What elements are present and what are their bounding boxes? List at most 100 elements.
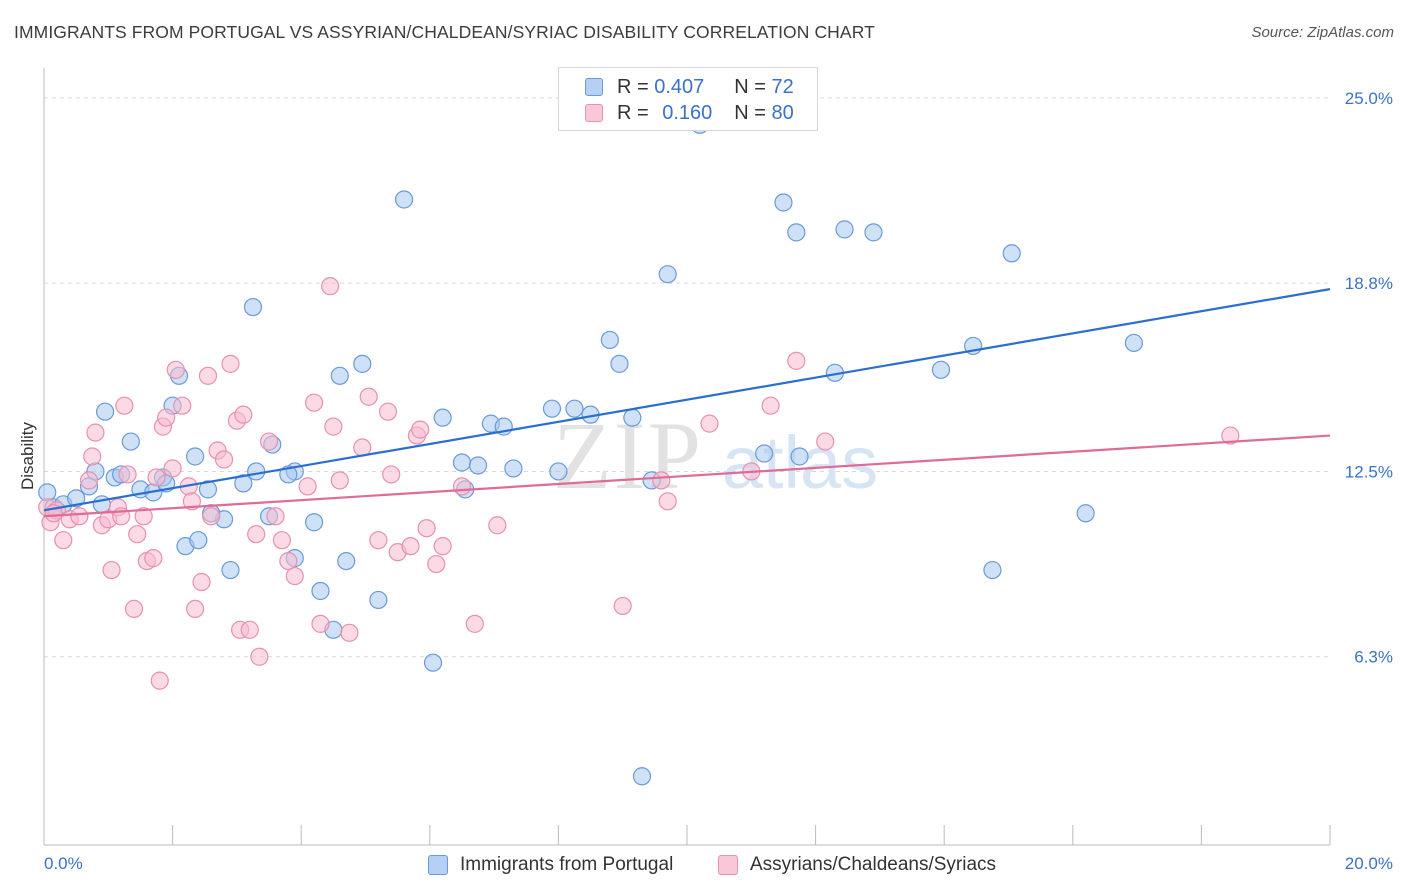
bottom-legend-swatch-assyrian xyxy=(718,855,738,875)
tick-labels: 6.3% 12.5% 18.8% 25.0% 0.0% 20.0% xyxy=(44,89,1393,873)
assyrian-point-75 xyxy=(787,351,806,370)
assyrian-point-69 xyxy=(613,596,632,616)
assyrian-point-62 xyxy=(411,420,430,439)
assyrian-point-17 xyxy=(134,507,153,526)
assyrian-point-50 xyxy=(321,277,340,296)
axes xyxy=(43,68,1331,846)
assyrian-point-42 xyxy=(259,432,279,451)
portugal-point-53 xyxy=(658,265,677,284)
y-tick-label-3: 25.0% xyxy=(1345,89,1393,108)
portugal-point-18 xyxy=(198,480,218,499)
legend-row-assyrian: R = 0.160 N = 80 xyxy=(585,100,794,126)
portugal-point-43 xyxy=(504,459,523,478)
assyrian-point-7 xyxy=(83,447,102,466)
assyrian-point-19 xyxy=(144,549,163,568)
assyrian-point-38 xyxy=(234,405,253,424)
assyrian-point-43 xyxy=(266,507,285,526)
assyrian-point-48 xyxy=(304,393,324,412)
portugal-point-33 xyxy=(353,354,372,373)
assyrian-point-66 xyxy=(452,477,472,496)
legend-n-value-assyrian: 80 xyxy=(771,101,794,124)
portugal-point-45 xyxy=(549,462,568,481)
assyrian-point-63 xyxy=(417,519,436,538)
bottom-legend-label-assyrian: Assyrians/Chaldeans/Syriacs xyxy=(750,854,997,875)
assyrian-point-68 xyxy=(488,516,507,535)
portugal-point-55 xyxy=(755,444,774,463)
assyrian-point-34 xyxy=(214,450,234,469)
assyrian-point-6 xyxy=(79,471,99,490)
portugal-point-17 xyxy=(186,447,205,466)
series-assyrian-points xyxy=(38,277,1240,690)
assyrian-point-23 xyxy=(157,408,176,427)
assyrian-point-67 xyxy=(465,614,484,633)
portugal-point-40 xyxy=(468,456,488,475)
assyrian-point-40 xyxy=(247,525,266,544)
legend-r-label: R = xyxy=(617,75,649,98)
y-tick-label-1: 12.5% xyxy=(1345,462,1393,481)
assyrian-point-74 xyxy=(761,396,780,415)
assyrian-point-21 xyxy=(150,671,169,690)
assyrian-point-41 xyxy=(250,647,269,666)
portugal-point-49 xyxy=(610,354,629,373)
portugal-point-3 xyxy=(67,489,86,508)
portugal-point-66 xyxy=(1076,504,1095,523)
assyrian-point-45 xyxy=(279,551,298,571)
portugal-point-67 xyxy=(1124,333,1143,353)
assyrian-point-71 xyxy=(658,492,677,511)
bottom-legend-swatch-portugal xyxy=(428,855,448,875)
stats-legend: R = 0.407 N = 72 R = 0.160 N = 80 xyxy=(558,67,818,131)
assyrian-point-64 xyxy=(427,554,446,574)
assyrian-point-53 xyxy=(340,623,359,642)
legend-row-portugal: R = 0.407 N = 72 xyxy=(585,74,794,100)
portugal-point-23 xyxy=(247,462,266,481)
assyrian-point-55 xyxy=(359,387,378,406)
bottom-legend-portugal: Immigrants from Portugal xyxy=(428,852,673,878)
portugal-point-64 xyxy=(983,560,1002,580)
portugal-point-57 xyxy=(787,223,806,242)
portugal-point-20 xyxy=(221,560,240,580)
assyrian-point-76 xyxy=(816,432,835,451)
legend-r-label: R = xyxy=(617,101,649,124)
assyrian-point-16 xyxy=(128,525,147,544)
legend-n-label: N = xyxy=(734,75,766,98)
bottom-legend-assyrian: Assyrians/Chaldeans/Syriacs xyxy=(718,852,996,878)
portugal-point-61 xyxy=(864,223,883,242)
assyrian-point-47 xyxy=(298,477,317,496)
assyrian-point-32 xyxy=(202,507,221,526)
assyrian-point-15 xyxy=(124,599,144,619)
portugal-point-46 xyxy=(565,399,584,418)
assyrian-point-29 xyxy=(186,599,205,619)
assyrian-point-46 xyxy=(285,566,304,586)
y-tick-label-2: 18.8% xyxy=(1345,274,1393,293)
portugal-point-34 xyxy=(369,590,388,610)
y-axis-label: Disability xyxy=(18,421,37,490)
assyrian-point-14 xyxy=(118,465,137,484)
assyrian-point-49 xyxy=(311,614,330,633)
portugal-point-9 xyxy=(121,432,140,451)
portugal-point-56 xyxy=(774,193,793,212)
portugal-point-31 xyxy=(330,366,349,385)
assyrian-point-60 xyxy=(401,537,420,556)
trendline-assyrian xyxy=(43,434,1331,518)
assyrian-point-13 xyxy=(115,396,134,415)
portugal-point-50 xyxy=(623,408,642,427)
assyrian-point-58 xyxy=(382,465,401,484)
assyrian-point-35 xyxy=(221,354,240,373)
trend-lines xyxy=(43,288,1331,518)
assyrian-point-52 xyxy=(330,471,349,490)
portugal-point-37 xyxy=(433,408,452,427)
legend-n-value-portugal: 72 xyxy=(771,75,794,98)
portugal-point-32 xyxy=(337,551,356,571)
assyrian-point-77 xyxy=(1221,426,1240,445)
assyrian-point-8 xyxy=(86,423,105,442)
bottom-legend-label-portugal: Immigrants from Portugal xyxy=(460,854,674,875)
portugal-point-48 xyxy=(600,330,619,350)
assyrian-point-24 xyxy=(163,459,182,478)
assyrian-point-25 xyxy=(166,360,185,379)
portugal-point-44 xyxy=(542,399,562,418)
assyrian-point-70 xyxy=(652,471,671,490)
assyrian-point-44 xyxy=(272,531,292,550)
portugal-point-36 xyxy=(423,653,443,672)
portugal-point-65 xyxy=(1002,244,1021,263)
assyrian-point-11 xyxy=(102,560,121,580)
